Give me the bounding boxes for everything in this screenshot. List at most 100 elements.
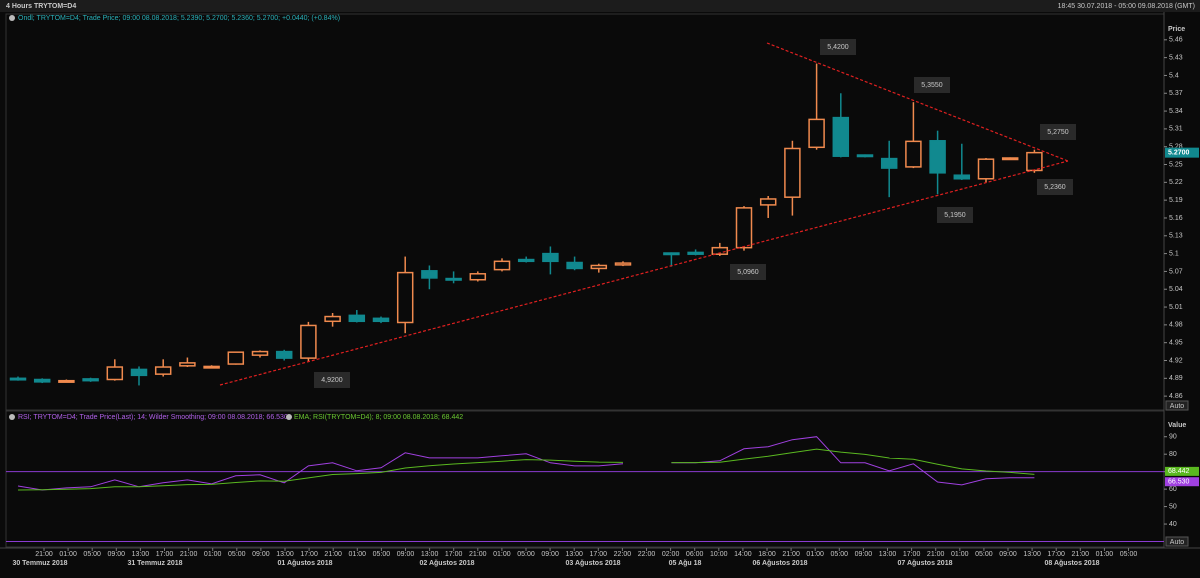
annotation-box (1037, 179, 1073, 195)
candle-body (759, 198, 777, 206)
annotation-box (820, 39, 856, 55)
annotation-box (314, 372, 350, 388)
candle-body (1001, 157, 1019, 161)
x-tick-label: 21:00 (782, 551, 800, 558)
candle-body (227, 351, 245, 365)
candle-body (396, 271, 414, 324)
auto-button[interactable] (1165, 536, 1189, 547)
y-tick-label: 5.31 (1169, 126, 1183, 133)
x-tick-label: 17:00 (156, 551, 174, 558)
date-label: 03 Ağustos 2018 (566, 560, 621, 567)
y-tick-label: 5.46 (1169, 37, 1183, 44)
candle-body (493, 260, 511, 271)
x-tick-label: 10:00 (710, 551, 728, 558)
candle-body (33, 378, 51, 383)
x-tick-label: 22:00 (614, 551, 632, 558)
x-tick-label: 05:00 (83, 551, 101, 558)
y-tick-label: 5.34 (1169, 108, 1183, 115)
x-tick-label: 22:00 (638, 551, 656, 558)
candle-body (856, 154, 874, 158)
candle-body (275, 350, 293, 359)
x-tick-label: 13:00 (879, 551, 897, 558)
candle-body (614, 262, 632, 266)
y-tick-label: 4.86 (1169, 393, 1183, 400)
y-tick-label: 4.92 (1169, 357, 1183, 364)
candle-body (82, 378, 99, 382)
legend-icon[interactable] (9, 414, 15, 420)
candle-body (372, 317, 390, 323)
candle-body (1026, 151, 1043, 172)
x-tick-label: 05:00 (975, 551, 993, 558)
date-label: 01 Ağustos 2018 (278, 560, 333, 567)
y-tick-label: 5.37 (1169, 90, 1183, 97)
annotation: 5,2360 (1044, 184, 1066, 191)
x-tick-label: 05:00 (517, 551, 535, 558)
y-tick-label: 5.43 (1169, 54, 1183, 61)
date-label: 07 Ağustos 2018 (898, 560, 953, 567)
y-tick-label: 40 (1169, 521, 1177, 528)
candle-body (469, 273, 487, 281)
legend-icon[interactable] (9, 15, 15, 21)
y-tick-label: 5.01 (1169, 304, 1183, 311)
x-tick-label: 01:00 (806, 551, 824, 558)
candle-body (784, 147, 801, 198)
candle-body (58, 379, 75, 383)
x-tick-label: 14:00 (734, 551, 752, 558)
x-tick-label: 17:00 (590, 551, 608, 558)
auto-button-label[interactable]: Auto (1170, 539, 1185, 546)
rsi-axis-label: Value (1168, 422, 1186, 429)
y-tick-label: 4.98 (1169, 322, 1183, 329)
date-label: 06 Ağustos 2018 (753, 560, 808, 567)
annotation-box (730, 264, 766, 280)
rsi-legend: RSI; TRYTOM=D4; Trade Price(Last); 14; W… (18, 414, 290, 421)
candle-body (445, 277, 462, 281)
annotation: 5,3550 (921, 82, 943, 89)
x-tick-label: 21:00 (1072, 551, 1090, 558)
x-tick-label: 05:00 (831, 551, 849, 558)
ema-legend: EMA; RSI(TRYTOM=D4); 8; 09:00 08.08.2018… (294, 414, 463, 421)
annotation-box (914, 77, 950, 93)
annotation: 5,2750 (1047, 129, 1069, 136)
y-tick-label: 5.22 (1169, 179, 1183, 186)
legend-icon[interactable] (286, 414, 292, 420)
x-tick-label: 17:00 (300, 551, 318, 558)
line-series (17, 448, 1035, 491)
annotation: 4,9200 (321, 377, 343, 384)
y-tick-label: 5.4 (1169, 72, 1179, 79)
candle-body (590, 264, 608, 270)
y-tick-label: 5.25 (1169, 161, 1183, 168)
candle-body (130, 368, 148, 377)
candle-body (324, 315, 341, 323)
x-tick-label: 05:00 (228, 551, 246, 558)
y-tick-label: 80 (1169, 451, 1177, 458)
candle-body (905, 140, 922, 168)
x-tick-label: 09:00 (397, 551, 415, 558)
x-tick-label: 21:00 (324, 551, 342, 558)
auto-button[interactable] (1165, 400, 1189, 411)
candle-body (880, 157, 898, 169)
candle-body (517, 258, 535, 263)
annotation: 5,1950 (944, 212, 966, 219)
y-tick-label: 90 (1169, 434, 1177, 441)
annotation-box (937, 207, 973, 223)
y-tick-label: 5.07 (1169, 268, 1183, 275)
x-tick-label: 01:00 (951, 551, 969, 558)
candle-body (421, 270, 438, 279)
last-value-label: 66.530 (1168, 479, 1190, 486)
x-tick-label: 01:00 (59, 551, 77, 558)
y-tick-label: 4.89 (1169, 375, 1183, 382)
x-tick-label: 21:00 (35, 551, 53, 558)
candle-body (300, 324, 317, 359)
candle-body (687, 251, 704, 255)
x-tick-label: 09:00 (855, 551, 873, 558)
x-tick-label: 17:00 (903, 551, 921, 558)
x-tick-label: 13:00 (132, 551, 150, 558)
x-tick-label: 09:00 (541, 551, 559, 558)
candle-body (711, 246, 729, 255)
auto-button-label[interactable]: Auto (1170, 403, 1185, 410)
candle-body (542, 252, 559, 263)
x-tick-label: 01:00 (349, 551, 367, 558)
date-label: 08 Ağustos 2018 (1045, 560, 1100, 567)
